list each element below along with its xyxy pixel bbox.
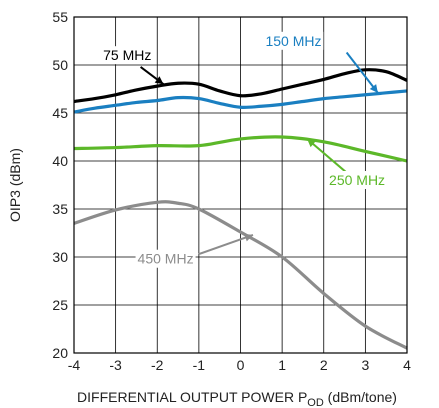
x-tick-label: -3 [109, 357, 122, 373]
leader-arrow-150-mhz [369, 84, 378, 93]
series-label-450-mhz: 450 MHz [138, 251, 194, 267]
x-tick-label: 0 [237, 357, 245, 373]
x-tick-label: 1 [278, 357, 286, 373]
series-labels: 75 MHz 150 MHz 250 MHz 450 MHz [101, 31, 388, 268]
series-label-150-mhz: 150 MHz [265, 33, 321, 49]
y-tick-label: 40 [52, 153, 68, 169]
y-tick-label: 20 [52, 345, 68, 361]
x-axis-title: DIFFERENTIAL OUTPUT POWER POD (dBm/tone) [77, 389, 397, 408]
x-tick-label: 4 [403, 357, 411, 373]
series-line-450-mhz [73, 200, 408, 350]
series-line-250-mhz [73, 135, 408, 163]
y-tick-label: 35 [52, 201, 68, 217]
grid [74, 17, 407, 353]
leader-arrow-75-mhz [154, 76, 164, 85]
x-tick-label: 2 [320, 357, 328, 373]
label-bg-75-mhz [101, 46, 154, 65]
y-tick-label: 25 [52, 297, 68, 313]
x-axis-title-subscript: OD [307, 397, 324, 408]
leader-line-150-mhz [345, 51, 379, 94]
y-tick-labels: 20 25 30 35 40 45 50 55 [52, 9, 68, 361]
plot-frame [73, 16, 408, 354]
y-tick-label: 55 [52, 9, 68, 25]
series-label-250-mhz: 250 MHz [329, 172, 385, 188]
x-tick-labels: -4 -3 -2 -1 0 1 2 3 4 [68, 357, 411, 373]
leader-line-250-mhz [306, 138, 350, 176]
label-bg-450-mhz [135, 249, 196, 268]
series-lines [73, 68, 408, 350]
leader-arrow-250-mhz [307, 138, 316, 148]
series-line-150-mhz [73, 89, 408, 114]
series-label-75-mhz: 75 MHz [103, 47, 151, 63]
x-axis-title-main: DIFFERENTIAL OUTPUT POWER P [77, 389, 307, 405]
x-axis-title-tail: (dBm/tone) [324, 389, 397, 405]
x-tick-label: -1 [193, 357, 206, 373]
series-line-75-mhz [73, 68, 408, 104]
x-tick-label: -2 [151, 357, 164, 373]
leader-line-450-mhz [198, 233, 254, 256]
leader-arrow-450-mhz [244, 233, 253, 242]
label-bg-250-mhz [327, 171, 388, 189]
y-tick-label: 50 [52, 57, 68, 73]
y-tick-label: 30 [52, 249, 68, 265]
label-bg-150-mhz [263, 31, 324, 50]
x-tick-label: 3 [361, 357, 369, 373]
x-tick-label: -4 [68, 357, 81, 373]
y-tick-label: 45 [52, 105, 68, 121]
y-axis-title: OIP3 (dBm) [7, 148, 23, 222]
